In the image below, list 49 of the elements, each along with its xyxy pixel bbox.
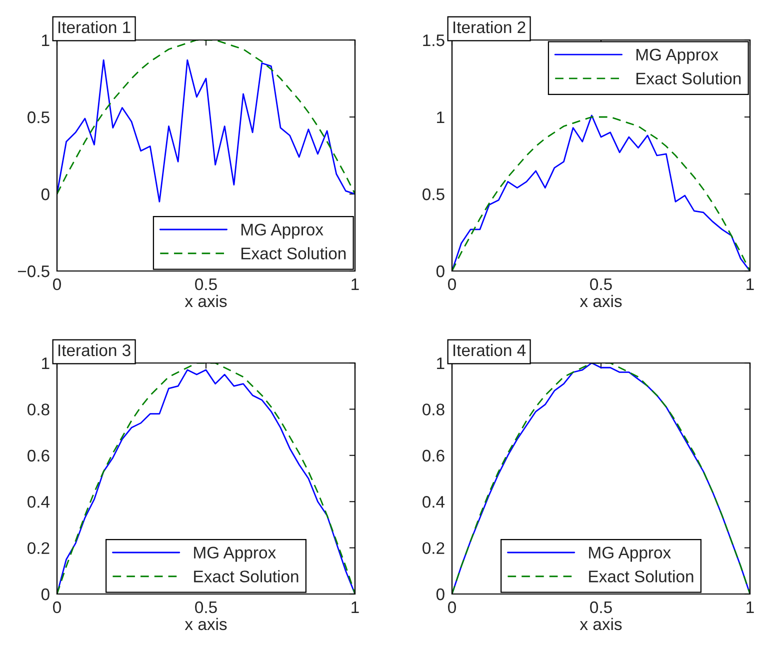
y-tick-label: 0.8: [422, 404, 444, 416]
y-tick-label: 0.4: [28, 496, 50, 508]
y-tick-label: 1: [42, 34, 50, 46]
x-tick-label: 1: [746, 278, 754, 290]
x-axis-title: x axis: [580, 618, 622, 630]
y-tick-label: 1: [42, 358, 50, 370]
legend-label: MG Approx: [589, 546, 671, 562]
x-tick-label: 0: [448, 278, 456, 290]
x-tick-label: 0: [53, 278, 61, 290]
legend-label: Exact Solution: [589, 570, 694, 582]
chart-title: Iteration 4: [454, 344, 526, 356]
x-tick-label: 0: [448, 601, 456, 614]
chart-title: Iteration 3: [58, 344, 130, 356]
y-tick-label: 1.5: [423, 34, 444, 46]
y-tick-label: 0.8: [28, 404, 50, 416]
x-axis-title: x axis: [184, 618, 227, 630]
legend-label: Exact Solution: [194, 570, 298, 582]
legend-label: MG Approx: [241, 224, 324, 239]
x-tick-label: 0.5: [590, 278, 612, 290]
x-tick-label: 0.5: [195, 601, 217, 614]
legend-label: MG Approx: [194, 546, 276, 562]
y-tick-label: 0: [41, 188, 50, 200]
y-tick-label: 0: [436, 588, 444, 600]
x-tick-label: 0.5: [590, 601, 612, 614]
y-tick-label: 0: [436, 265, 444, 278]
x-tick-label: 0: [53, 601, 61, 614]
y-tick-label: 0.6: [422, 450, 444, 462]
y-tick-label: 0.5: [28, 111, 50, 124]
legend-label: Exact Solution: [636, 72, 741, 84]
y-tick-label: 0.2: [28, 542, 50, 554]
legend-label: MG Approx: [636, 48, 718, 64]
chart-title: Iteration 1: [58, 20, 130, 34]
y-tick-label: 0.4: [422, 496, 445, 508]
x-tick-label: 1: [352, 602, 359, 614]
y-tick-label: 0.5: [422, 188, 444, 200]
x-tick-label: 1: [352, 278, 359, 290]
y-tick-label: 1: [437, 358, 444, 370]
chart-title: Iteration 2: [454, 20, 526, 34]
y-tick-label: −0.5: [18, 265, 50, 278]
y-tick-label: 0: [41, 588, 50, 600]
legend-label: Exact Solution: [241, 247, 346, 260]
x-axis-title: x axis: [580, 294, 622, 308]
y-tick-label: 0.6: [28, 450, 50, 462]
line-series: [57, 59, 355, 202]
x-axis-title: x axis: [184, 294, 227, 308]
y-tick-label: 0.2: [422, 542, 444, 554]
y-tick-label: 1: [437, 112, 444, 124]
x-tick-label: 0.5: [195, 278, 217, 290]
x-tick-label: 1: [746, 602, 754, 614]
